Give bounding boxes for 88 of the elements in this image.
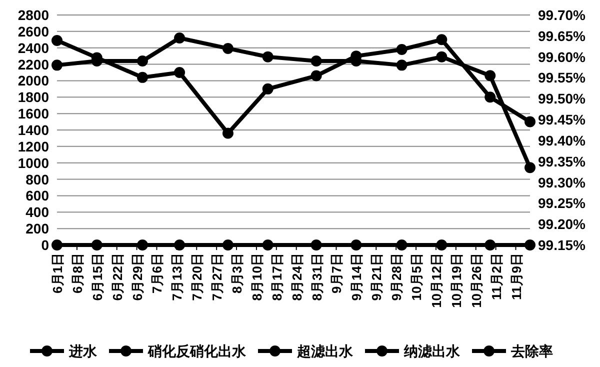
point <box>222 128 234 139</box>
y-tick-label: 1600 <box>18 106 50 122</box>
legend-label: 纳滤出水 <box>403 343 461 359</box>
y-tick-label: 800 <box>26 171 50 188</box>
point <box>484 70 496 82</box>
y2-tick-label: 99.15% <box>538 237 586 253</box>
x-tick-label: 8月3日 <box>230 253 245 294</box>
x-tick-label: 9月21日 <box>369 253 384 301</box>
point <box>524 116 536 128</box>
point <box>524 162 536 174</box>
y-tick-label: 200 <box>26 220 50 237</box>
y-tick-label: 1400 <box>18 122 50 138</box>
point <box>436 51 448 62</box>
point <box>222 42 234 54</box>
x-tick-label: 6月15日 <box>90 253 105 301</box>
y2-tick-label: 99.70% <box>538 7 586 23</box>
y2-tick-label: 99.60% <box>538 48 586 65</box>
legend-label: 硝化反硝化出水 <box>147 343 247 359</box>
x-tick-label: 10月12日 <box>428 253 444 308</box>
x-tick-label: 8月17日 <box>269 253 284 301</box>
x-tick-label: 8月31日 <box>309 253 324 301</box>
point <box>310 56 322 66</box>
x-tick-label: 6月29日 <box>130 253 145 301</box>
point <box>436 240 448 250</box>
point <box>91 240 102 250</box>
x-tick-label: 10月5日 <box>409 253 424 301</box>
y2-tick-label: 99.65% <box>538 28 586 44</box>
point <box>52 60 62 71</box>
x-tick-label: 8月10日 <box>249 253 264 301</box>
x-tick-label: 11月2日 <box>488 253 504 300</box>
y-tick-label: 1000 <box>18 154 50 171</box>
y2-tick-label: 99.25% <box>538 195 586 212</box>
point <box>52 34 62 46</box>
point <box>52 240 62 250</box>
point <box>350 240 362 250</box>
legend-label: 去除率 <box>510 343 553 359</box>
y2-tick-label: 99.55% <box>538 70 586 86</box>
x-tick-label: 7月6日 <box>150 253 165 294</box>
y2-tick-label: 99.30% <box>538 174 586 190</box>
point <box>174 240 186 250</box>
point <box>222 240 234 250</box>
y2-tick-label: 99.20% <box>538 216 586 232</box>
y2-tick-label: 99.35% <box>538 153 586 170</box>
x-tick-label: 11月9日 <box>508 253 524 300</box>
x-tick-label: 9月14日 <box>349 253 364 301</box>
point <box>524 240 536 250</box>
x-tick-label: 7月13日 <box>170 253 185 301</box>
point <box>136 240 148 250</box>
point <box>310 240 322 250</box>
y2-tick-label: 99.50% <box>538 90 586 107</box>
y-tick-label: 1800 <box>18 89 50 106</box>
legend-label: 进水 <box>68 343 98 359</box>
x-tick-label: 9月28日 <box>389 253 404 301</box>
point <box>262 240 274 250</box>
point <box>136 72 148 83</box>
point <box>262 51 274 62</box>
legend-label: 超滤出水 <box>296 343 354 359</box>
point <box>484 240 496 250</box>
y2-tick-label: 99.45% <box>538 112 586 128</box>
y-tick-label: 400 <box>26 204 50 220</box>
y2-tick-label: 99.40% <box>538 132 586 148</box>
y-tick-label: 0 <box>41 237 50 253</box>
y-tick-label: 600 <box>26 188 50 204</box>
x-tick-label: 8月24日 <box>289 253 304 301</box>
y-tick-label: 2200 <box>18 56 50 72</box>
point <box>484 92 496 103</box>
y-tick-label: 2600 <box>18 23 50 40</box>
x-tick-label: 9月7日 <box>329 253 344 294</box>
point <box>436 34 448 46</box>
y-tick-label: 2000 <box>18 72 50 89</box>
y-tick-label: 1200 <box>18 138 50 154</box>
x-tick-label: 6月22日 <box>110 253 125 301</box>
x-tick-label: 7月27日 <box>210 253 225 301</box>
x-tick-label: 10月19日 <box>448 253 464 308</box>
x-tick-label: 7月20日 <box>190 253 205 301</box>
y-tick-label: 2400 <box>18 40 50 56</box>
point <box>136 56 148 66</box>
point <box>310 70 322 82</box>
x-tick-label: 10月26日 <box>468 253 484 308</box>
point <box>396 240 408 250</box>
x-tick-label: 6月8日 <box>70 253 85 294</box>
x-tick-label: 6月1日 <box>50 253 65 294</box>
point <box>174 67 186 78</box>
y-tick-label: 2800 <box>18 7 50 23</box>
point <box>396 60 408 71</box>
point <box>174 32 186 44</box>
point <box>262 83 274 94</box>
point <box>396 44 408 55</box>
